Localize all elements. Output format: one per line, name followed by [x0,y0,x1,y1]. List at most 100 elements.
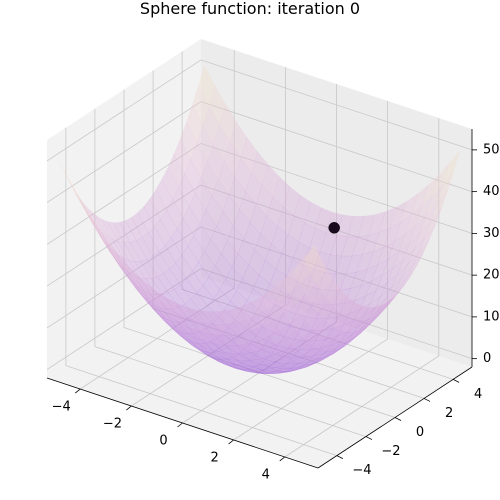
surface-patch [202,276,221,299]
surface-patch [268,371,286,374]
surface-patch [327,287,346,308]
surface-patch [207,311,226,325]
surface-patch [130,280,148,303]
grid-line-x [79,50,235,390]
surface-patch [329,342,347,355]
surface-patch [137,206,155,234]
surface-patch [350,326,368,342]
surface-patch [131,212,149,238]
surface-patch [256,372,274,374]
surface-patch [197,309,215,325]
surface-patch [178,173,196,207]
surface-patch [233,364,251,371]
surface-patch [195,346,213,358]
surface-patch [161,292,180,310]
surface-patch [107,245,125,272]
surface-patch [123,242,142,262]
surface-patch [294,328,312,342]
surface-patch [146,256,164,278]
surface-patch [250,369,268,373]
surface-patch [317,353,335,363]
surface-patch [315,328,333,342]
surface-patch [362,309,380,328]
surface-patch [210,225,228,255]
surface-patch [311,292,329,313]
data-points [328,222,340,234]
surface-patch [272,321,291,337]
surface-patch [142,232,160,257]
surface-patch [225,357,244,366]
surface-patch [324,254,342,275]
surface-patch [286,259,304,282]
chart-title: Sphere function: iteration 0 [139,0,361,18]
surface-patch [369,282,388,305]
surface-patch [229,306,247,323]
surface-patch [240,136,258,173]
surface-patch [151,276,169,295]
surface-patch [402,251,420,278]
surface-patch [386,258,404,283]
surface-patch [305,358,323,365]
surface-patch [289,366,307,372]
surface-patch [275,355,294,364]
surface-patch [187,235,205,263]
surface-patch [364,305,382,321]
surface-patch [303,347,321,358]
surface-patch [89,209,107,236]
surface-patch [121,265,139,288]
surface-patch [172,187,190,219]
surface-patch [309,338,327,351]
surface-patch [273,313,291,331]
surface-patch [214,253,233,280]
surface-patch [319,335,338,349]
y-tick-mark [336,455,344,459]
surface-patch [205,323,224,339]
surface-patch [225,266,243,291]
x-tick-label: −2 [103,417,122,432]
surface-patch [207,355,225,365]
surface-patch [315,207,333,234]
surface-patch [169,325,187,341]
surface-patch [260,368,279,373]
surface-patch [223,361,241,369]
surface-patch [305,282,323,305]
surface-patch [167,289,186,308]
surface-patch [323,348,341,360]
surface-patch [354,280,373,301]
surface-patch [192,261,210,286]
surface-patch [87,214,105,242]
surface-patch [249,204,268,235]
surface-patch [281,360,300,369]
surface-patch [260,341,279,354]
surface-patch [343,330,361,343]
surface-patch [348,295,367,315]
surface-patch [96,229,114,257]
surface-patch [332,340,350,352]
surface-patch [224,364,242,370]
surface-patch [280,275,298,297]
surface-patch [204,341,222,353]
surface-patch [275,252,293,277]
surface-patch [166,308,184,323]
surface-patch [289,314,308,332]
surface-patch [105,235,123,259]
surface-patch [155,178,173,211]
surface-patch [257,336,276,350]
surface-patch [169,262,187,286]
grid-line-y [94,108,367,437]
surface-patch [319,232,337,256]
surface-patch [218,309,236,325]
surface-patch [184,158,202,194]
surface-patch [234,157,252,193]
surface-patch [200,345,218,357]
surface-patch [183,319,201,334]
surface-patch [356,318,374,336]
surface-patch [187,326,206,342]
surface-patch [198,64,216,107]
surface-patch [191,344,209,357]
surface-patch [185,339,203,353]
surface-patch [239,328,257,344]
surface-patch [317,300,335,320]
surface-patch [297,343,315,356]
surface-patch [254,364,273,371]
